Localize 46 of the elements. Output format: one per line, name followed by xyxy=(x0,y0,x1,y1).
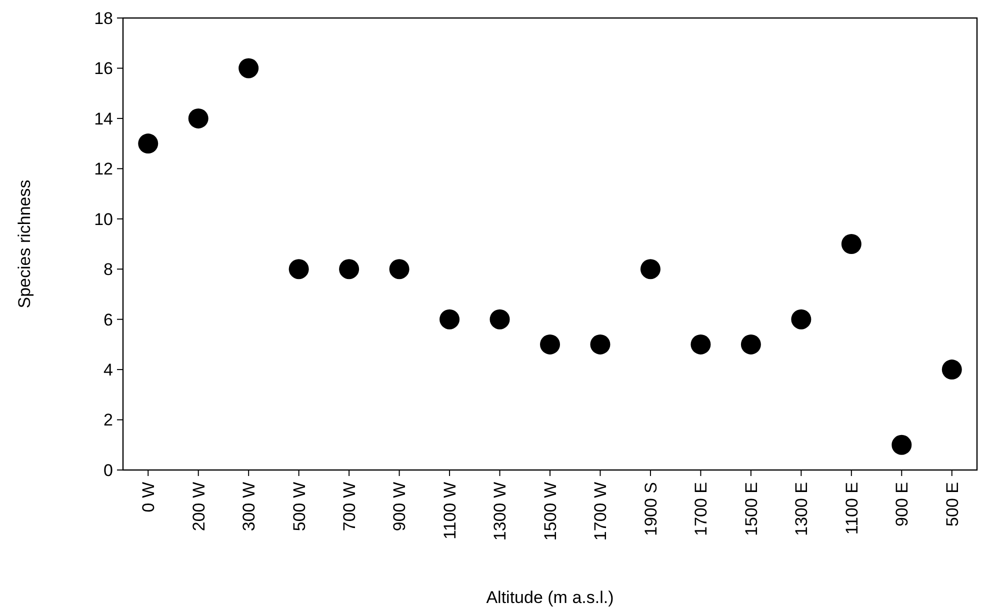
point xyxy=(791,309,812,330)
y-tick-label: 16 xyxy=(94,59,113,78)
x-tick-label: 700 W xyxy=(340,482,360,532)
x-tick-label: 1500 E xyxy=(742,482,761,536)
y-tick-label: 12 xyxy=(94,160,113,179)
point xyxy=(138,134,158,154)
x-tick-label: 1900 S xyxy=(641,482,660,536)
point xyxy=(892,434,912,455)
y-tick-label: 4 xyxy=(104,360,113,380)
x-tick-label: 1100 W xyxy=(440,482,460,540)
point xyxy=(690,334,711,354)
y-tick-label: 14 xyxy=(94,109,113,128)
x-tick-label: 500 W xyxy=(290,482,309,532)
x-tick-label: 500 E xyxy=(942,482,962,526)
x-tick-label: 1700 W xyxy=(591,482,610,541)
x-tick-label: 1700 E xyxy=(692,482,711,536)
x-axis-title: Altitude (m a.s.l.) xyxy=(486,588,614,607)
point xyxy=(288,259,309,280)
x-tick-label: 300 W xyxy=(240,482,259,532)
point xyxy=(238,58,259,78)
point xyxy=(841,234,862,254)
y-tick-label: 10 xyxy=(94,210,113,229)
x-tick-label: 1100 E xyxy=(842,482,862,535)
y-tick-label: 18 xyxy=(94,8,113,28)
x-tick-label: 900 E xyxy=(892,482,912,526)
point xyxy=(188,108,208,128)
x-tick-label: 1500 W xyxy=(540,482,560,541)
y-tick-label: 8 xyxy=(104,260,113,280)
x-tick-label: 0 W xyxy=(139,482,158,512)
x-tick-label: 200 W xyxy=(189,482,208,532)
point xyxy=(490,309,510,330)
y-tick-label: 0 xyxy=(104,460,113,480)
y-axis-title: Species richness xyxy=(15,180,34,308)
y-tick-label: 2 xyxy=(104,410,113,430)
point xyxy=(339,259,360,280)
point xyxy=(540,334,560,354)
x-tick-label: 1300 E xyxy=(792,482,812,536)
point xyxy=(590,334,610,354)
point xyxy=(740,334,761,354)
x-tick-label: 900 W xyxy=(390,482,410,532)
point xyxy=(389,259,410,280)
point xyxy=(942,360,962,380)
point xyxy=(640,259,660,280)
x-tick-label: 1300 W xyxy=(490,482,510,541)
y-tick-label: 6 xyxy=(104,310,113,330)
point xyxy=(440,309,460,330)
